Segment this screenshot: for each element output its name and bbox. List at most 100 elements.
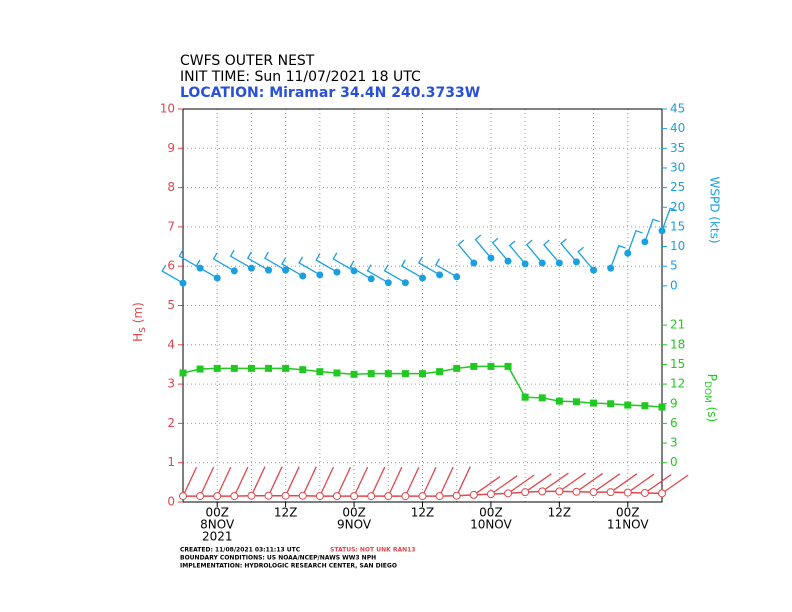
y-tick-label: 3	[167, 377, 175, 391]
pdom-point	[196, 365, 204, 373]
wave-arrow	[319, 466, 334, 497]
wave-arrow	[627, 473, 655, 494]
y-tick-label: 0	[167, 495, 175, 509]
wind-barb	[543, 239, 560, 264]
wind-barb	[474, 234, 492, 259]
hs-point	[264, 491, 273, 500]
wind-barb	[281, 257, 304, 277]
wind-barb	[366, 264, 389, 284]
wind-barb	[610, 244, 626, 269]
y2ticks-label: 10	[670, 239, 685, 253]
wind-barb	[400, 259, 423, 279]
wspd-point	[419, 274, 426, 282]
wind-barb	[491, 237, 509, 262]
wspd-point	[555, 259, 563, 267]
y2ticks-label: 30	[670, 160, 685, 174]
y3ticks-label: 21	[670, 318, 685, 332]
y3-axis-label: PDOM (s)	[703, 374, 720, 422]
pdom-point	[230, 364, 238, 372]
wspd-point	[230, 267, 238, 275]
y-tick-label: 7	[167, 219, 175, 233]
hs-point	[401, 492, 410, 501]
pdom-point	[641, 402, 649, 410]
wspd-point	[401, 279, 409, 287]
wave-arrow	[387, 466, 403, 497]
wind-barb	[229, 249, 252, 269]
wave-arrow	[421, 466, 437, 497]
hs-point	[367, 492, 376, 501]
wind-barb	[508, 240, 526, 265]
x-date-label: 11NOV	[607, 518, 649, 532]
wind-barb	[263, 251, 286, 271]
pdom-point	[487, 362, 495, 370]
hs-point	[435, 492, 444, 501]
hs-point	[623, 488, 632, 497]
pdom-point	[572, 398, 580, 406]
wind-barb	[644, 218, 660, 243]
wave-arrow	[353, 466, 369, 497]
y2ticks-label: 25	[670, 180, 685, 194]
wave-arrow	[285, 466, 300, 496]
wind-barb	[383, 264, 406, 284]
hs-point	[213, 492, 222, 501]
wspd-point	[624, 249, 632, 257]
pdom-point	[504, 362, 512, 370]
wave-arrow	[473, 476, 501, 496]
wind-barb	[178, 249, 201, 269]
wave-arrow	[182, 466, 198, 497]
wind-barb	[195, 259, 218, 279]
hs-point	[486, 490, 495, 499]
wspd-point	[607, 264, 615, 272]
y2ticks-label: 5	[670, 259, 678, 273]
x-tick-label: 00Z	[479, 506, 503, 520]
pdom-point	[401, 370, 409, 378]
wind-barb	[246, 251, 269, 271]
wind-barb	[577, 246, 595, 271]
wind-barb	[161, 264, 184, 284]
wind-barb	[627, 229, 643, 254]
wspd-point	[538, 259, 546, 267]
hs-point	[384, 492, 393, 501]
wspd-point	[282, 266, 290, 274]
pdom-point	[350, 370, 358, 378]
wspd-point	[299, 272, 307, 280]
wspd-point	[384, 279, 392, 287]
pdom-point	[436, 368, 444, 376]
y3ticks-label: 6	[670, 416, 678, 430]
hs-point	[572, 487, 581, 496]
wave-arrow	[302, 466, 317, 496]
y-tick-label: 8	[167, 180, 175, 194]
y2ticks-label: 15	[670, 219, 685, 233]
x-tick-label: 00Z	[205, 506, 229, 520]
y2ticks-label: 0	[670, 278, 678, 292]
wspd-point	[265, 266, 273, 274]
wave-arrow	[439, 466, 454, 497]
y-tick-label: 2	[167, 416, 175, 430]
y-label-unit: (m)	[131, 302, 145, 323]
wave-arrow	[661, 474, 689, 494]
hs-point	[179, 492, 187, 501]
hs-point	[640, 488, 649, 497]
wspd-point	[487, 254, 495, 262]
wave-arrow	[507, 474, 535, 494]
hs-point	[350, 492, 359, 501]
y3-label-unit: (s)	[706, 407, 720, 423]
pdom-point	[299, 366, 307, 374]
x-date-label: 10NOV	[470, 518, 512, 532]
wind-barb	[315, 253, 338, 273]
wave-arrow	[456, 466, 471, 496]
wspd-point	[367, 275, 375, 283]
pdom-point	[179, 369, 187, 377]
y2ticks-label: 20	[670, 200, 685, 214]
y-tick-label: 4	[167, 337, 175, 351]
wave-arrow	[541, 472, 569, 492]
wave-arrow	[199, 466, 215, 497]
wave-arrow	[250, 466, 266, 496]
wave-arrow	[490, 475, 518, 495]
pdom-point	[521, 393, 529, 401]
x-date-label: 9NOV	[337, 518, 372, 532]
hs-point	[555, 487, 564, 496]
pdom-point	[453, 364, 461, 372]
y-axis-label: Hs (m)	[131, 302, 149, 342]
footer-status: STATUS: NOT UNK RAN13	[330, 547, 415, 554]
